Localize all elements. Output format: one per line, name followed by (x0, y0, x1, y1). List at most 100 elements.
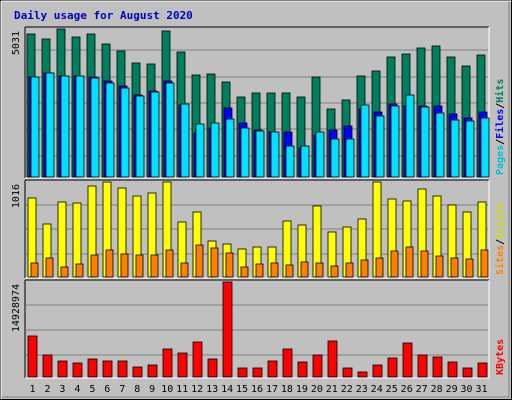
bar-kbytes-day-31 (477, 362, 488, 378)
bar-sites-day-28 (435, 255, 444, 278)
bar-kbytes-day-7 (117, 360, 128, 378)
bar-kbytes-day-8 (132, 366, 143, 378)
bar-kbytes-day-13 (207, 358, 218, 378)
bar-pages-day-26 (405, 94, 415, 178)
legend-entry-files: Files (494, 109, 506, 139)
bar-kbytes-day-3 (57, 360, 68, 378)
bar-sites-day-25 (390, 250, 399, 278)
legend-entry-kbytes: KBytes (495, 339, 506, 375)
y-max-label-kbytes: 14928974 (11, 284, 22, 332)
bar-pages-day-13 (210, 122, 220, 178)
x-tick-day-22: 22 (341, 384, 353, 395)
bar-sites-day-2 (45, 257, 54, 278)
bar-kbytes-day-4 (72, 362, 83, 378)
bar-pages-day-24 (375, 115, 385, 178)
bar-sites-day-18 (285, 264, 294, 278)
x-tick-day-5: 5 (89, 384, 95, 395)
bar-sites-day-27 (420, 250, 429, 278)
bar-sites-day-11 (180, 262, 189, 278)
bar-sites-day-26 (405, 246, 414, 278)
bar-sites-day-9 (150, 254, 159, 278)
x-tick-day-31: 31 (475, 384, 487, 395)
bar-sites-day-14 (225, 252, 234, 278)
bar-kbytes-day-11 (177, 352, 188, 378)
bar-kbytes-day-10 (162, 348, 173, 378)
bar-kbytes-day-30 (462, 367, 473, 378)
x-tick-day-13: 13 (206, 384, 218, 395)
legend-kbytes: KBytes (495, 339, 506, 375)
bar-pages-day-8 (135, 95, 145, 178)
legend-hits: Pages/Files/Hits (494, 79, 506, 175)
x-tick-day-20: 20 (311, 384, 323, 395)
bar-pages-day-30 (465, 120, 475, 178)
y-max-label-visits: 1016 (11, 184, 22, 208)
bar-visits-day-3 (57, 201, 67, 278)
x-tick-day-29: 29 (446, 384, 458, 395)
bar-pages-day-2 (45, 72, 55, 178)
bar-kbytes-day-18 (282, 348, 293, 378)
bar-pages-day-25 (390, 105, 400, 178)
bar-sites-day-5 (90, 254, 99, 278)
bar-pages-day-1 (30, 76, 40, 178)
bar-kbytes-day-15 (237, 367, 248, 378)
x-tick-day-21: 21 (326, 384, 338, 395)
x-tick-day-27: 27 (416, 384, 428, 395)
bar-kbytes-day-23 (357, 371, 368, 378)
bar-pages-day-31 (480, 117, 490, 178)
x-tick-day-30: 30 (460, 384, 472, 395)
x-tick-day-28: 28 (431, 384, 443, 395)
x-tick-day-25: 25 (386, 384, 398, 395)
bar-sites-day-13 (210, 247, 219, 278)
bar-sites-day-8 (135, 254, 144, 278)
bar-sites-day-21 (330, 265, 339, 278)
bar-pages-day-29 (450, 119, 460, 178)
bar-sites-day-4 (75, 263, 84, 278)
x-tick-day-1: 1 (29, 384, 35, 395)
bar-sites-day-17 (270, 262, 279, 278)
bar-kbytes-day-12 (192, 341, 203, 378)
bar-pages-day-3 (60, 75, 70, 178)
x-tick-day-10: 10 (161, 384, 173, 395)
panel-visits: 1016 Sites/Visits (11, 179, 506, 279)
bar-sites-day-15 (240, 266, 249, 278)
bar-sites-day-31 (480, 249, 489, 278)
bar-kbytes-day-21 (327, 340, 338, 378)
bar-kbytes-day-20 (312, 354, 323, 378)
bar-pages-day-11 (180, 103, 190, 178)
x-tick-day-16: 16 (251, 384, 263, 395)
bar-pages-day-14 (225, 118, 235, 178)
bar-sites-day-12 (195, 244, 204, 278)
bar-pages-day-27 (420, 106, 430, 178)
bar-kbytes-day-19 (297, 361, 308, 378)
bar-pages-day-19 (300, 145, 310, 178)
bar-pages-day-10 (165, 82, 175, 178)
bar-sites-day-23 (360, 259, 369, 278)
bar-pages-day-21 (330, 138, 340, 178)
chart-panels: 5031 Pages/Files/Hits 1016 Sites/Visits 1492… (11, 26, 506, 379)
bar-kbytes-day-22 (342, 367, 353, 378)
legend-visits: Sites/Visits (494, 203, 506, 275)
bar-sites-day-1 (30, 262, 39, 278)
legend-entry-sites: Sites (494, 245, 506, 275)
bar-kbytes-day-24 (372, 364, 383, 378)
bar-sites-day-10 (165, 249, 174, 278)
bar-kbytes-day-16 (252, 367, 263, 378)
bar-sites-day-7 (120, 253, 129, 278)
x-tick-day-7: 7 (119, 384, 125, 395)
bar-sites-day-3 (60, 266, 69, 278)
bar-sites-day-24 (375, 257, 384, 278)
bar-sites-day-6 (105, 249, 114, 278)
x-tick-day-9: 9 (149, 384, 155, 395)
bar-sites-day-16 (255, 263, 264, 278)
x-tick-day-23: 23 (356, 384, 368, 395)
x-tick-day-4: 4 (74, 384, 80, 395)
bar-pages-day-16 (255, 130, 265, 178)
bar-kbytes-day-6 (102, 360, 113, 378)
x-tick-day-12: 12 (191, 384, 203, 395)
bar-pages-day-20 (315, 131, 325, 178)
x-tick-day-3: 3 (59, 384, 65, 395)
bar-pages-day-15 (240, 127, 250, 178)
bar-pages-day-22 (345, 138, 355, 178)
